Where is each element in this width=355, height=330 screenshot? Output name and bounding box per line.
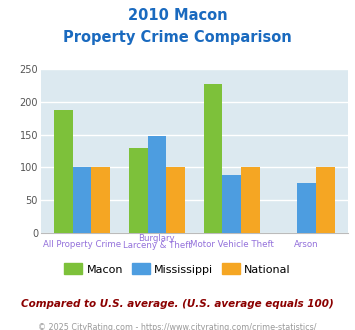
Text: Motor Vehicle Theft: Motor Vehicle Theft (190, 240, 274, 249)
Bar (241, 167, 260, 233)
Bar (297, 183, 316, 233)
Bar (91, 167, 110, 233)
Bar (54, 110, 73, 233)
Bar (204, 84, 223, 233)
Bar (316, 167, 335, 233)
Bar (223, 175, 241, 233)
Text: Burglary: Burglary (138, 234, 175, 243)
Text: Compared to U.S. average. (U.S. average equals 100): Compared to U.S. average. (U.S. average … (21, 299, 334, 309)
Text: Larceny & Theft: Larceny & Theft (122, 241, 191, 250)
Text: Arson: Arson (294, 240, 319, 249)
Text: Property Crime Comparison: Property Crime Comparison (63, 30, 292, 45)
Legend: Macon, Mississippi, National: Macon, Mississippi, National (60, 259, 295, 279)
Text: 2010 Macon: 2010 Macon (128, 8, 227, 23)
Bar (148, 136, 166, 233)
Bar (129, 148, 148, 233)
Bar (73, 167, 91, 233)
Bar (166, 167, 185, 233)
Text: All Property Crime: All Property Crime (43, 240, 121, 249)
Text: © 2025 CityRating.com - https://www.cityrating.com/crime-statistics/: © 2025 CityRating.com - https://www.city… (38, 323, 317, 330)
